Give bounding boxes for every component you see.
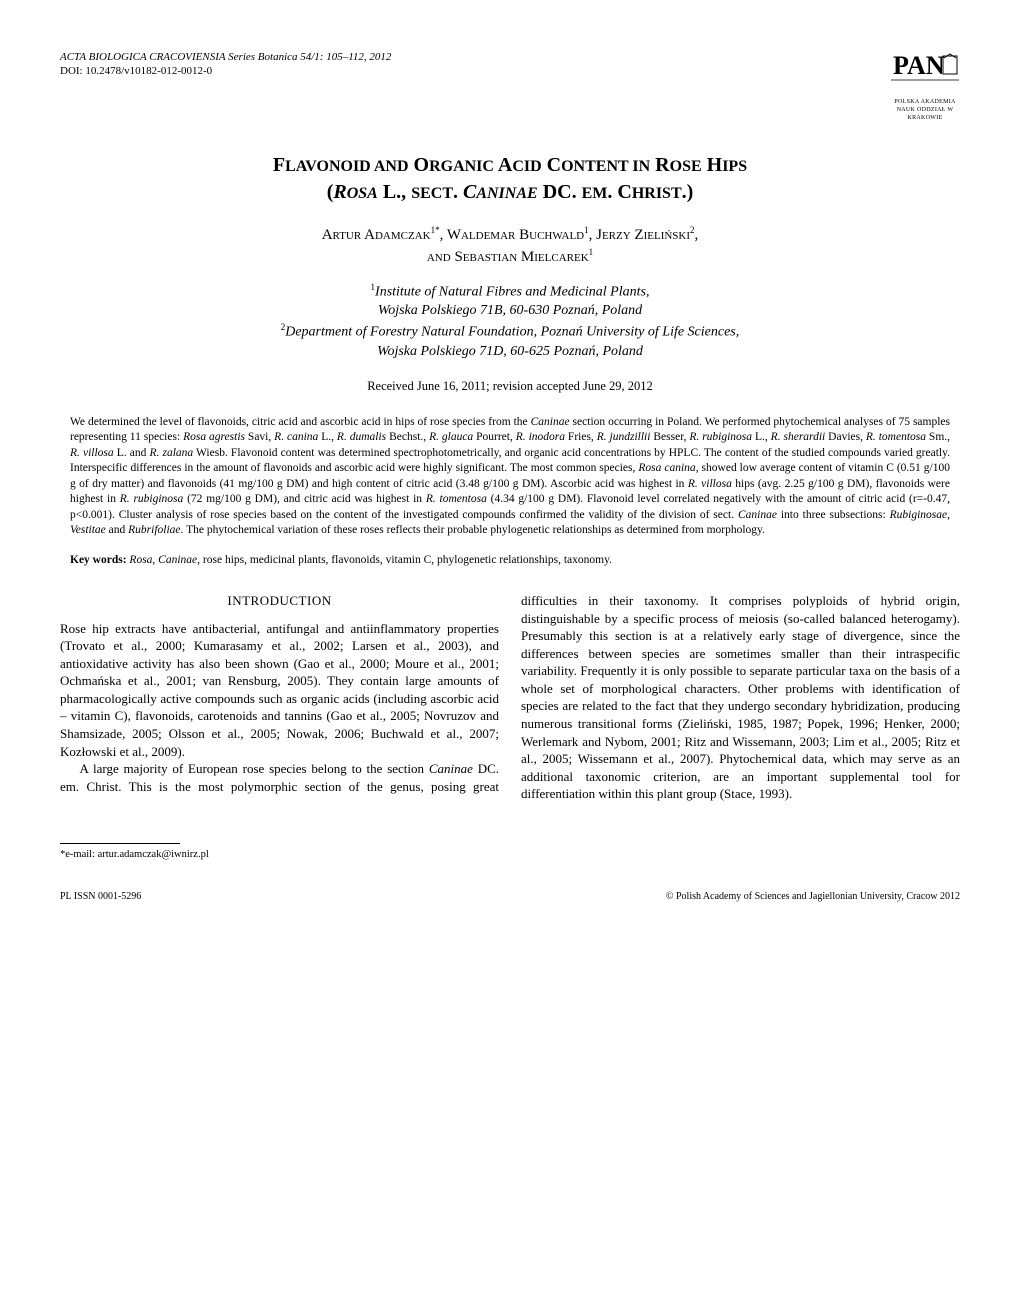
- footnote-rule: [60, 843, 180, 844]
- journal-line: ACTA BIOLOGICA CRACOVIENSIA Series Botan…: [60, 50, 391, 64]
- page-header: ACTA BIOLOGICA CRACOVIENSIA Series Botan…: [60, 50, 960, 122]
- logo-caption: POLSKA AKADEMIA NAUK ODDZIAŁ W KRAKOWIE: [890, 98, 960, 122]
- publisher-logo: PAN POLSKA AKADEMIA NAUK ODDZIAŁ W KRAKO…: [890, 50, 960, 122]
- footnote: *e-mail: artur.adamczak@iwnirz.pl: [60, 848, 960, 862]
- footer-issn: PL ISSN 0001-5296: [60, 890, 141, 904]
- keywords: Key words: Rosa, Caninae, rose hips, med…: [70, 553, 950, 569]
- authors: Artur Adamczak1*, Waldemar Buchwald1, Je…: [60, 224, 960, 267]
- keywords-label: Key words:: [70, 554, 127, 566]
- abstract: We determined the level of flavonoids, c…: [70, 415, 950, 539]
- journal-info: ACTA BIOLOGICA CRACOVIENSIA Series Botan…: [60, 50, 391, 79]
- body-columns: INTRODUCTION Rose hip extracts have anti…: [60, 592, 960, 803]
- paper-title: FLAVONOID AND ORGANIC ACID CONTENT IN RO…: [100, 152, 920, 206]
- body-paragraph: Rose hip extracts have antibacterial, an…: [60, 620, 499, 760]
- received-dates: Received June 16, 2011; revision accepte…: [60, 378, 960, 395]
- doi-line: DOI: 10.2478/v10182-012-0012-0: [60, 64, 391, 78]
- section-heading: INTRODUCTION: [60, 592, 499, 610]
- pan-logo-icon: PAN: [891, 50, 959, 96]
- footer-copyright: © Polish Academy of Sciences and Jagiell…: [666, 890, 960, 904]
- page-footer: PL ISSN 0001-5296 © Polish Academy of Sc…: [60, 890, 960, 904]
- affiliations: 1Institute of Natural Fibres and Medicin…: [110, 281, 910, 362]
- svg-text:PAN: PAN: [893, 51, 945, 80]
